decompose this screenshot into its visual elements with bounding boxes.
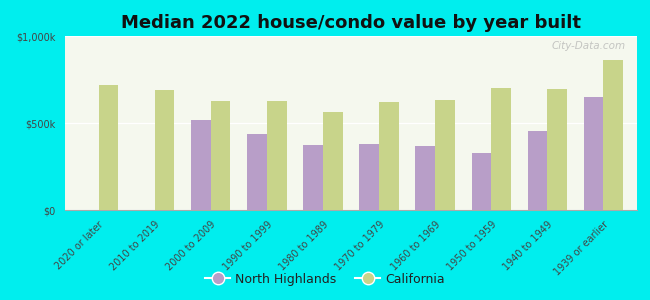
Bar	[435, 100, 455, 210]
Bar	[584, 97, 603, 210]
Text: City-Data.com: City-Data.com	[551, 41, 625, 51]
Legend: North Highlands, California: North Highlands, California	[200, 268, 450, 291]
Bar	[491, 88, 511, 210]
Bar	[323, 112, 343, 210]
Bar	[211, 101, 231, 210]
Bar	[99, 85, 118, 210]
Bar	[379, 102, 398, 210]
Bar	[191, 119, 211, 210]
Bar	[603, 60, 623, 210]
Bar	[528, 131, 547, 210]
Bar	[415, 146, 435, 210]
Bar	[304, 145, 323, 210]
Bar	[247, 134, 267, 210]
Bar	[155, 90, 174, 210]
Bar	[471, 154, 491, 210]
Bar	[547, 89, 567, 210]
Bar	[359, 144, 379, 210]
Title: Median 2022 house/condo value by year built: Median 2022 house/condo value by year bu…	[121, 14, 581, 32]
Bar	[267, 101, 287, 210]
